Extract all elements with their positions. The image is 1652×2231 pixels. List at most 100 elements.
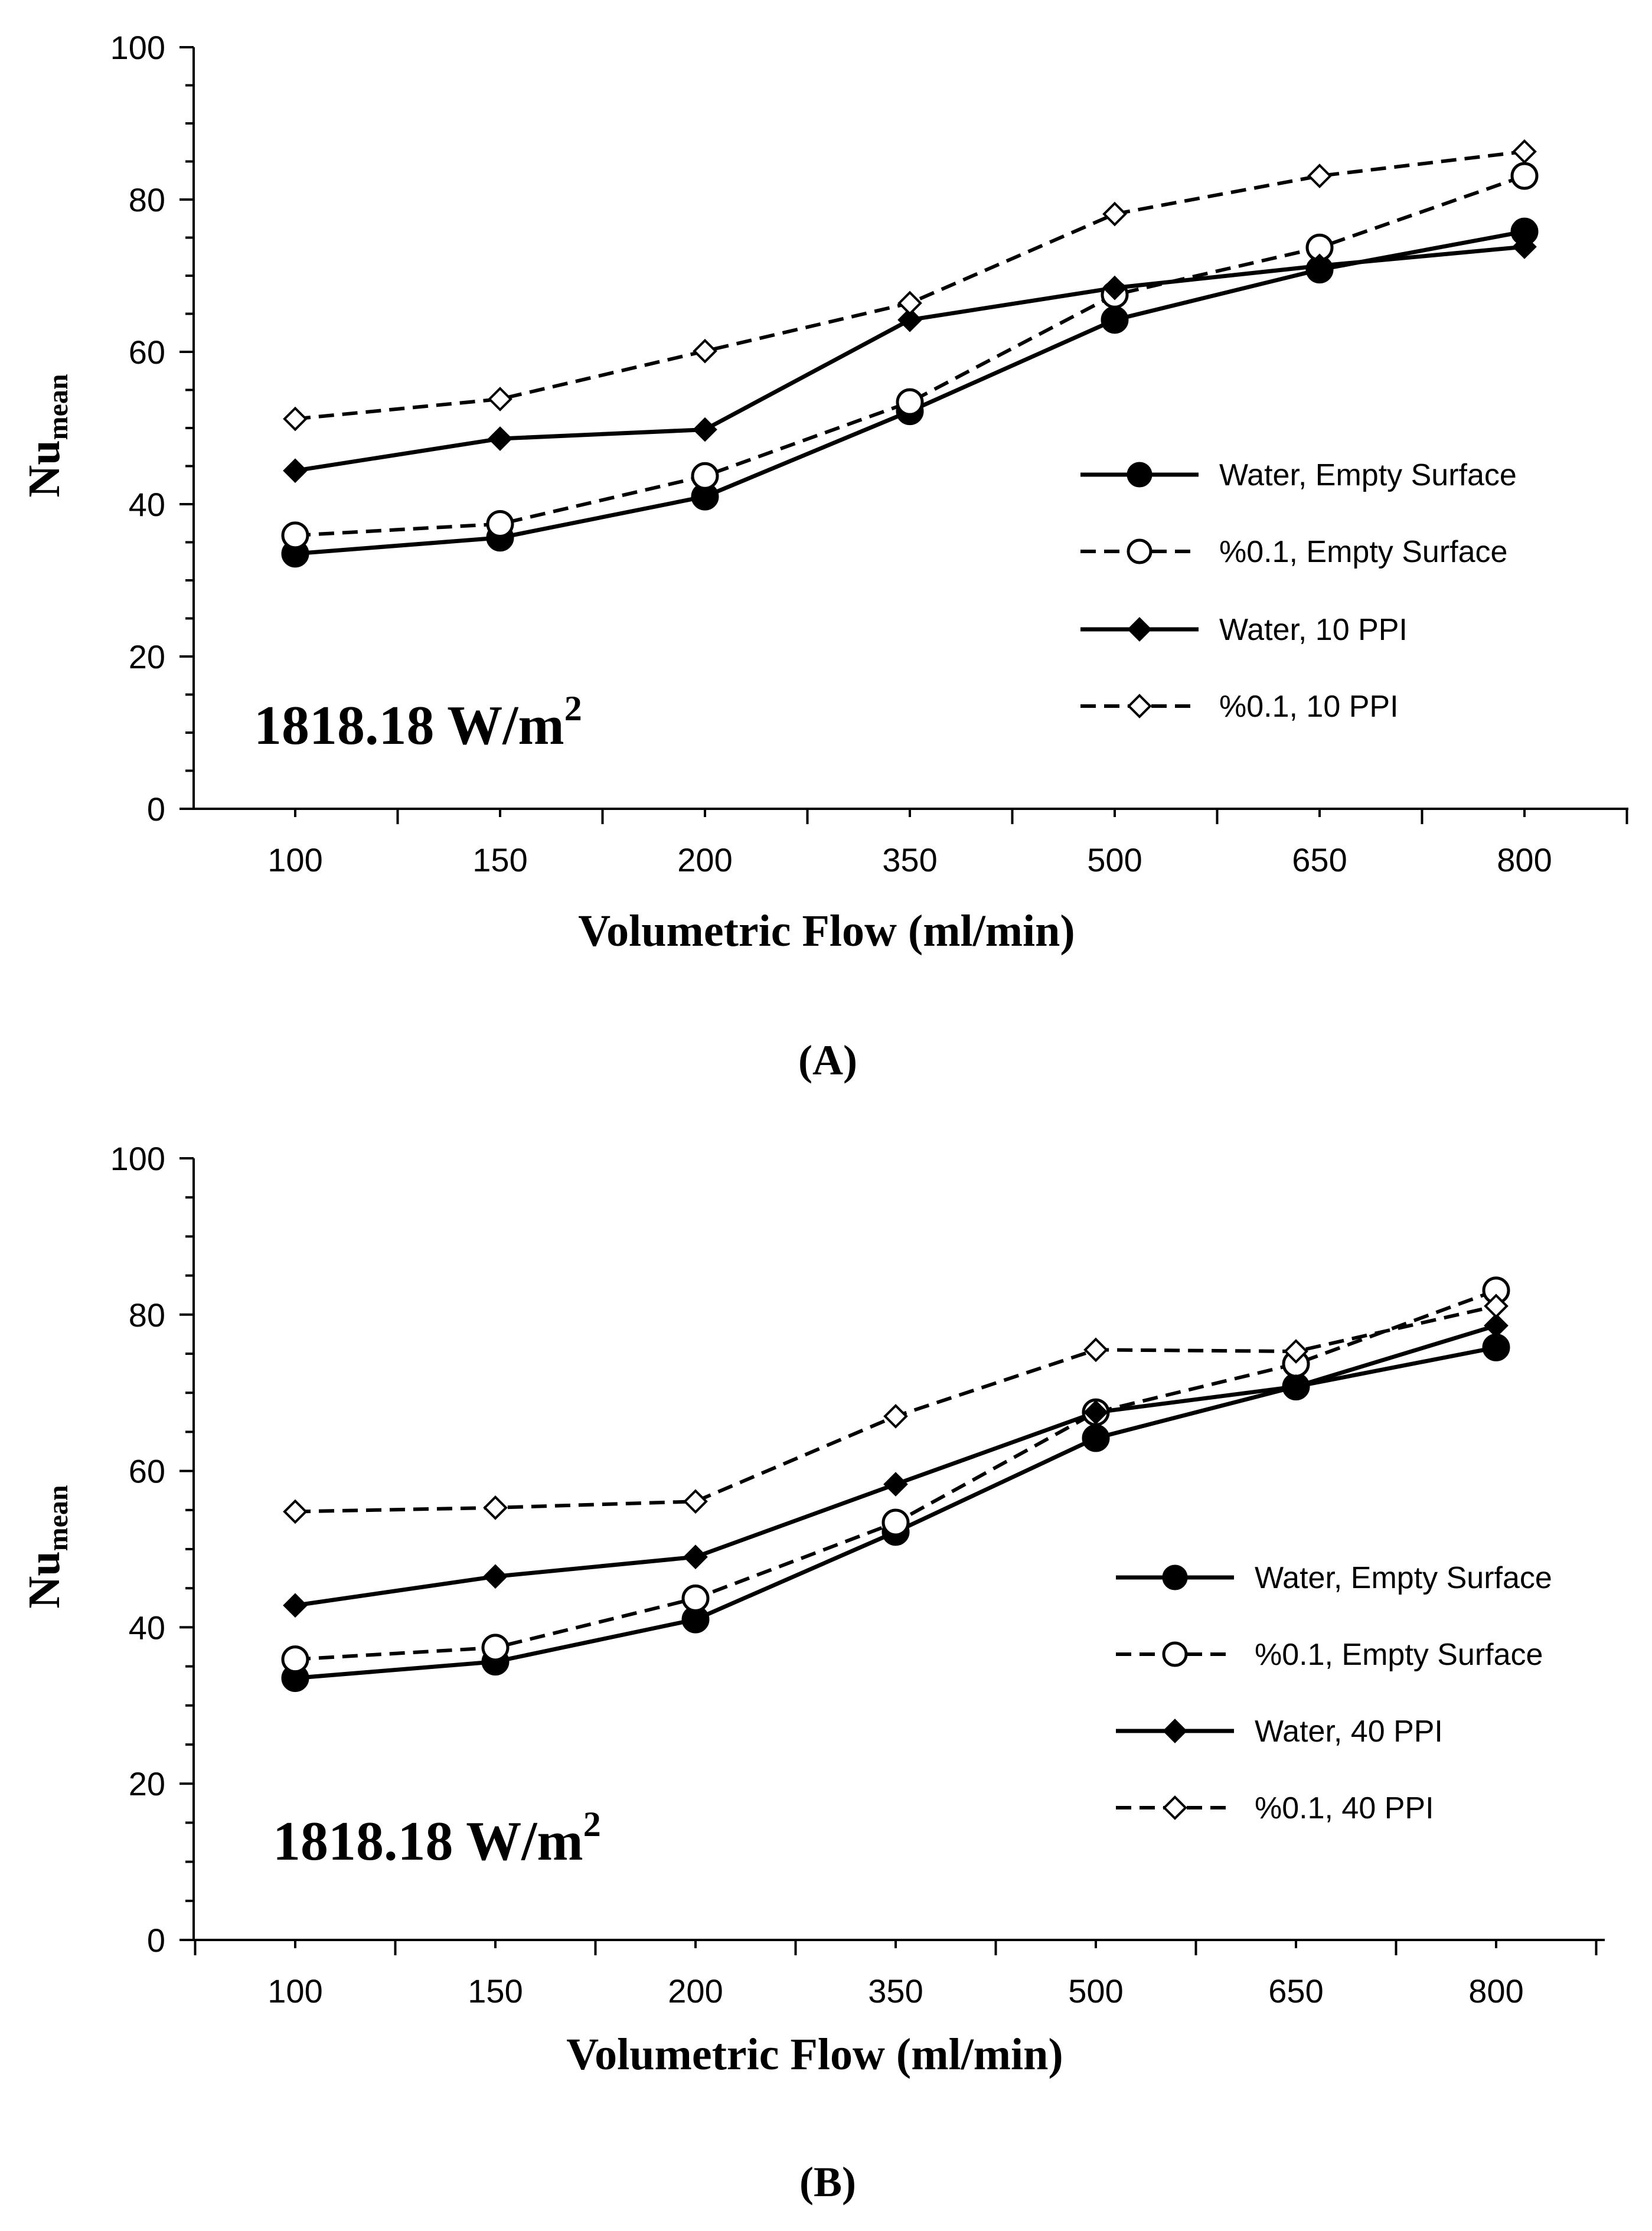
y-tick-label: 100 — [110, 29, 165, 66]
legend-item-b-3: %0.1, 40 PPI — [1116, 1791, 1434, 1825]
y-tick-label: 60 — [129, 334, 165, 371]
data-point-s3-3 — [883, 1404, 908, 1429]
data-point-s3-0 — [283, 406, 308, 432]
panel-label-a: (A) — [798, 1037, 857, 1084]
y-tick-label: 100 — [110, 1140, 165, 1177]
data-point-s2-4 — [1083, 1400, 1108, 1425]
y-axis-subscript: mean — [43, 374, 74, 440]
legend-label: %0.1, 10 PPI — [1219, 690, 1399, 724]
data-point-s1-0 — [281, 521, 309, 550]
x-tick-label: 800 — [1497, 841, 1552, 878]
x-tick-label: 200 — [677, 841, 732, 878]
data-point-s3-4 — [1102, 201, 1127, 227]
y-axis-title-a: Numean — [19, 374, 74, 497]
legend-label: %0.1, Empty Surface — [1219, 535, 1507, 569]
data-point-s3-2 — [683, 1489, 708, 1514]
legend-label: Water, Empty Surface — [1255, 1561, 1552, 1595]
annotation-superscript: 2 — [564, 689, 582, 728]
x-tick-label: 150 — [472, 841, 527, 878]
data-point-s2-4 — [1102, 275, 1127, 300]
data-point-s1-3 — [896, 388, 924, 416]
data-point-s2-5 — [1307, 253, 1332, 279]
panel-label-b: (B) — [799, 2158, 856, 2206]
data-point-s1-1 — [481, 1634, 510, 1662]
data-point-s2-3 — [897, 307, 922, 332]
data-point-s1-6 — [1510, 162, 1539, 190]
data-point-s1-2 — [691, 462, 719, 490]
data-point-s3-2 — [693, 338, 717, 364]
data-point-s0-4 — [1082, 1424, 1110, 1452]
legend-marker — [1162, 1641, 1188, 1667]
data-point-s3-6 — [1512, 139, 1537, 164]
data-point-s1-2 — [681, 1584, 710, 1612]
legend-marker — [1163, 1795, 1187, 1820]
y-axis-title-b: Numean — [19, 1485, 74, 1608]
legend-marker — [1127, 617, 1152, 642]
data-point-s3-4 — [1083, 1337, 1108, 1363]
y-tick-label: 60 — [129, 1453, 165, 1490]
data-point-s3-1 — [483, 1495, 508, 1520]
annotation-main: 1818.18 W/m — [254, 695, 564, 756]
x-tick-label: 150 — [468, 1972, 523, 2010]
data-point-s2-1 — [488, 426, 512, 451]
legend-label: Water, Empty Surface — [1219, 458, 1517, 492]
chart-panel-a: 0 20 40 60 80 100 100 150 200 350 500 650 800 Water,… — [19, 29, 1628, 1084]
plot-area-b: 0 20 40 60 80 100 100 150 200 350 500 650 800 — [110, 1140, 1605, 2010]
data-point-s2-3 — [883, 1472, 908, 1497]
legend-marker — [1163, 1719, 1187, 1743]
data-point-s0-6 — [1482, 1333, 1510, 1361]
x-tick-label: 350 — [882, 841, 937, 878]
data-point-s2-2 — [693, 417, 717, 442]
legend-item-b-2: Water, 40 PPI — [1116, 1714, 1443, 1749]
data-point-s2-6 — [1484, 1313, 1509, 1338]
x-tick-label: 100 — [267, 1972, 322, 2010]
data-point-s0-4 — [1101, 306, 1129, 334]
heat-flux-annotation-b: 1818.18 W/m2 — [273, 1805, 601, 1872]
x-axis-title-b: Volumetric Flow (ml/min) — [566, 2030, 1063, 2079]
heat-flux-annotation-a: 1818.18 W/m2 — [254, 689, 582, 756]
y-axis-main: Nu — [19, 1551, 69, 1608]
data-point-s3-3 — [897, 290, 922, 316]
legend-item-a-2: Water, 10 PPI — [1080, 613, 1408, 647]
y-tick-label: 40 — [129, 486, 165, 523]
data-point-s1-3 — [881, 1508, 910, 1537]
legend-label: %0.1, 40 PPI — [1255, 1791, 1434, 1825]
y-tick-label: 40 — [129, 1609, 165, 1646]
legend-label: Water, 10 PPI — [1219, 613, 1408, 647]
data-point-s1-0 — [281, 1645, 309, 1674]
data-point-s2-6 — [1512, 234, 1537, 259]
legend-marker — [1127, 694, 1152, 718]
annotation-main: 1818.18 W/m — [273, 1811, 583, 1872]
legend-item-b-1: %0.1, Empty Surface — [1116, 1638, 1543, 1672]
x-tick-label: 650 — [1268, 1972, 1323, 2010]
legend-item-a-0: Water, Empty Surface — [1080, 458, 1517, 492]
data-point-s3-5 — [1284, 1339, 1308, 1364]
y-tick-label: 20 — [129, 638, 165, 675]
x-tick-label: 650 — [1292, 841, 1347, 878]
legend-marker — [1127, 538, 1153, 564]
legend-item-a-3: %0.1, 10 PPI — [1080, 690, 1399, 724]
data-point-s2-2 — [683, 1544, 708, 1570]
data-point-s2-1 — [483, 1564, 508, 1589]
x-axis-title-a: Volumetric Flow (ml/min) — [578, 906, 1075, 956]
legend-label: %0.1, Empty Surface — [1255, 1638, 1543, 1672]
legend-a: Water, Empty Surface %0.1, Empty Surface… — [1080, 458, 1517, 724]
data-point-s1-1 — [486, 510, 514, 538]
x-tick-label: 500 — [1068, 1972, 1123, 2010]
y-tick-label: 0 — [147, 791, 165, 828]
legend-item-b-0: Water, Empty Surface — [1116, 1561, 1552, 1595]
x-tick-label: 500 — [1087, 841, 1142, 878]
legend-b: Water, Empty Surface %0.1, Empty Surface… — [1116, 1561, 1552, 1825]
data-point-s3-5 — [1307, 164, 1332, 188]
data-point-s3-1 — [488, 387, 512, 411]
data-point-s3-0 — [283, 1499, 308, 1524]
chart-panel-b: 0 20 40 60 80 100 100 150 200 350 500 650 800 Water,… — [19, 1140, 1605, 2206]
plot-area-a: 0 20 40 60 80 100 100 150 200 350 500 650 800 — [110, 29, 1628, 878]
data-point-s3-6 — [1484, 1293, 1509, 1319]
legend-label: Water, 40 PPI — [1255, 1714, 1443, 1749]
legend-item-a-1: %0.1, Empty Surface — [1080, 535, 1507, 569]
annotation-superscript: 2 — [583, 1805, 601, 1844]
x-tick-label: 350 — [868, 1972, 923, 2010]
